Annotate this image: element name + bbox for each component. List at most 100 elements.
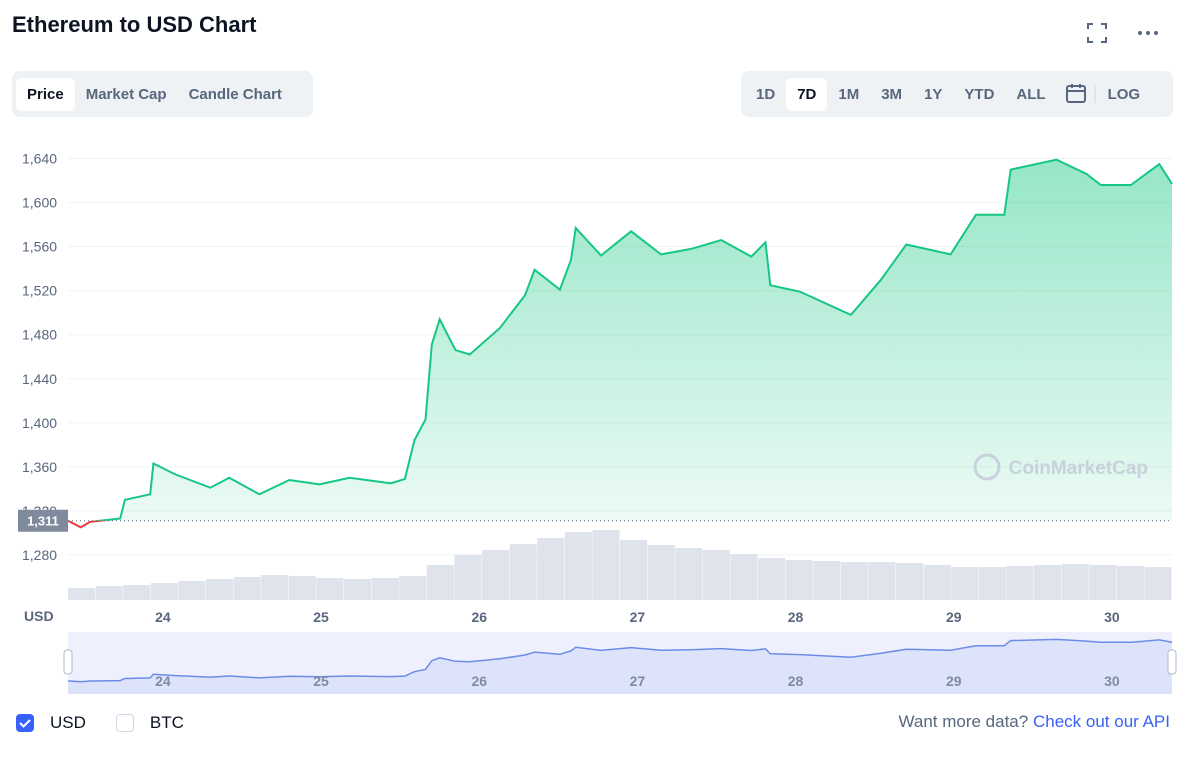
currency-toggles: USD BTC bbox=[16, 712, 214, 733]
volume-bar bbox=[840, 562, 868, 600]
log-button[interactable]: LOG bbox=[1107, 85, 1141, 103]
currency-label: USD bbox=[50, 712, 86, 732]
navigator-area bbox=[68, 639, 1172, 694]
volume-bar bbox=[564, 532, 592, 600]
price-line bbox=[67, 158, 1173, 521]
volume-bar bbox=[316, 578, 344, 600]
volume-bar bbox=[896, 563, 924, 600]
volume-bar bbox=[1006, 566, 1034, 600]
navigator-tick-label: 30 bbox=[1104, 673, 1120, 689]
volume-bar bbox=[371, 578, 399, 600]
range-button[interactable]: YTD bbox=[964, 85, 995, 103]
volume-bar bbox=[399, 576, 427, 600]
tab-group: Price Market Cap Candle Chart bbox=[12, 71, 313, 117]
volume-bar bbox=[620, 540, 648, 600]
y-tick-label: 1,400 bbox=[22, 415, 57, 431]
footer-text: Want more data? bbox=[898, 712, 1029, 731]
volume-bar bbox=[813, 561, 841, 600]
tab[interactable]: Market Cap bbox=[85, 85, 167, 103]
navigator-tick-label: 29 bbox=[946, 673, 962, 689]
current-price-label: 1,311 bbox=[27, 514, 59, 529]
volume-bar bbox=[675, 548, 703, 600]
y-tick-label: 1,360 bbox=[22, 459, 57, 475]
x-tick-label: 30 bbox=[1104, 609, 1120, 625]
tab[interactable]: Candle Chart bbox=[188, 85, 282, 103]
range-button[interactable]: 1D bbox=[756, 85, 776, 103]
volume-bar bbox=[68, 588, 96, 600]
range-button[interactable]: 7D bbox=[786, 77, 828, 111]
volume-bar bbox=[647, 545, 675, 600]
volume-bar bbox=[482, 550, 510, 600]
current-price-box bbox=[18, 509, 68, 532]
volume-bar bbox=[537, 538, 565, 600]
x-tick-label: 27 bbox=[630, 609, 646, 625]
navigator-tick-label: 26 bbox=[471, 673, 487, 689]
x-tick-label: 26 bbox=[471, 609, 487, 625]
more-icon[interactable] bbox=[1136, 28, 1160, 38]
navigator-tick-label: 24 bbox=[155, 673, 171, 689]
range-button[interactable]: ALL bbox=[1016, 85, 1046, 103]
navigator-handle[interactable] bbox=[63, 649, 73, 675]
checkbox[interactable] bbox=[16, 713, 34, 732]
volume-bar bbox=[344, 579, 372, 600]
volume-bar bbox=[978, 567, 1006, 600]
volume-bar bbox=[1116, 566, 1144, 600]
watermark-logo bbox=[973, 453, 1001, 481]
volume-bar bbox=[758, 558, 786, 600]
volume-bar bbox=[426, 565, 454, 600]
x-tick-label: 24 bbox=[155, 609, 171, 625]
volume-bar bbox=[288, 576, 316, 600]
volume-bar bbox=[1061, 564, 1089, 600]
y-tick-label: 1,480 bbox=[22, 327, 57, 343]
volume-bar bbox=[923, 565, 951, 600]
volume-bar bbox=[1144, 567, 1172, 600]
volume-bar bbox=[261, 575, 289, 600]
volume-bar bbox=[509, 544, 537, 600]
chart: 1,2801,3201,3601,4001,4401,4801,5201,560… bbox=[18, 151, 1177, 694]
volume-bar bbox=[233, 577, 261, 600]
volume-bar bbox=[702, 550, 730, 600]
navigator-line bbox=[67, 638, 1173, 683]
volume-bar bbox=[1034, 565, 1062, 600]
volume-bar bbox=[868, 562, 896, 600]
checkbox[interactable] bbox=[115, 713, 134, 732]
volume-bar bbox=[785, 560, 813, 600]
api-link[interactable]: Check out our API bbox=[1032, 712, 1170, 731]
currency-label: BTC bbox=[149, 712, 184, 732]
title: Ethereum to USD Chart bbox=[12, 12, 257, 37]
volume-bar bbox=[206, 579, 234, 600]
y-axis-label: USD bbox=[24, 608, 54, 624]
volume-bar bbox=[454, 555, 482, 600]
range-group: 1D 7D 1M 3M 1Y YTD ALL LOG bbox=[741, 71, 1173, 117]
navigator-tick-label: 27 bbox=[630, 673, 646, 689]
y-tick-label: 1,600 bbox=[22, 195, 57, 211]
x-tick-label: 29 bbox=[946, 609, 962, 625]
tab[interactable]: Price bbox=[16, 77, 75, 111]
area bbox=[68, 159, 1172, 521]
y-tick-label: 1,560 bbox=[22, 239, 57, 255]
range-button[interactable]: 3M bbox=[881, 85, 903, 103]
currency-toggle[interactable]: USD bbox=[16, 712, 86, 732]
fullscreen-icon[interactable] bbox=[1086, 22, 1108, 44]
watermark: CoinMarketCap bbox=[1009, 458, 1148, 479]
volume-bar bbox=[123, 585, 151, 600]
x-tick-label: 28 bbox=[788, 609, 804, 625]
volume-bar bbox=[95, 586, 123, 600]
x-tick-label: 25 bbox=[313, 609, 329, 625]
calendar-icon[interactable] bbox=[1057, 83, 1097, 105]
y-tick-label: 1,640 bbox=[22, 151, 57, 167]
navigator-handle[interactable] bbox=[1167, 649, 1177, 675]
currency-toggle[interactable]: BTC bbox=[115, 712, 184, 732]
range-button[interactable]: 1M bbox=[838, 85, 860, 103]
y-tick-label: 1,280 bbox=[22, 547, 57, 563]
navigator-tick-label: 28 bbox=[788, 673, 804, 689]
range-button[interactable]: 1Y bbox=[924, 85, 943, 103]
volume-bar bbox=[592, 530, 620, 600]
volume-bar bbox=[951, 567, 979, 600]
y-tick-label: 1,520 bbox=[22, 283, 57, 299]
navigator-tick-label: 25 bbox=[313, 673, 329, 689]
volume-bar bbox=[150, 583, 178, 600]
volume-bar bbox=[1089, 565, 1117, 600]
y-tick-label: 1,440 bbox=[22, 371, 57, 387]
